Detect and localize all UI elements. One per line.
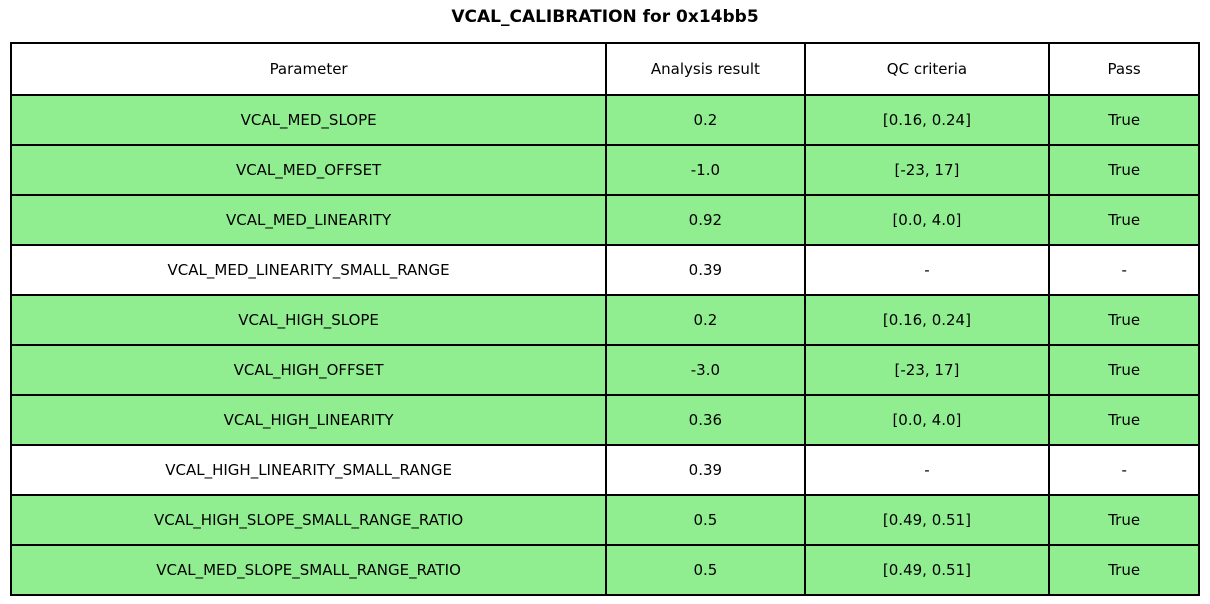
cell-qc-criteria: - — [803, 244, 1051, 296]
cell-analysis-result: 0.36 — [605, 394, 806, 446]
cell-parameter: VCAL_HIGH_SLOPE — [9, 294, 608, 346]
cell-qc-criteria: [0.0, 4.0] — [803, 394, 1051, 446]
cell-pass: True — [1048, 344, 1200, 396]
cell-pass: True — [1048, 544, 1200, 596]
cell-parameter: VCAL_HIGH_OFFSET — [9, 344, 608, 396]
table-row: VCAL_HIGH_OFFSET -3.0 [-23, 17] True — [9, 344, 1200, 396]
header-cell-analysis-result: Analysis result — [605, 42, 806, 96]
cell-pass: True — [1048, 494, 1200, 546]
cell-parameter: VCAL_HIGH_LINEARITY_SMALL_RANGE — [9, 444, 608, 496]
cell-parameter: VCAL_MED_SLOPE_SMALL_RANGE_RATIO — [9, 544, 608, 596]
table-row: VCAL_HIGH_LINEARITY 0.36 [0.0, 4.0] True — [9, 394, 1200, 446]
cell-qc-criteria: [0.16, 0.24] — [803, 94, 1051, 146]
table-row: VCAL_HIGH_LINEARITY_SMALL_RANGE 0.39 - - — [9, 444, 1200, 496]
cell-qc-criteria: [0.49, 0.51] — [803, 494, 1051, 546]
cell-parameter: VCAL_HIGH_SLOPE_SMALL_RANGE_RATIO — [9, 494, 608, 546]
header-cell-parameter: Parameter — [9, 42, 608, 96]
cell-pass: - — [1048, 444, 1200, 496]
cell-pass: True — [1048, 144, 1200, 196]
cell-analysis-result: -1.0 — [605, 144, 806, 196]
cell-qc-criteria: - — [803, 444, 1051, 496]
cell-pass: True — [1048, 194, 1200, 246]
table-row: VCAL_MED_LINEARITY 0.92 [0.0, 4.0] True — [9, 194, 1200, 246]
cell-qc-criteria: [0.49, 0.51] — [803, 544, 1051, 596]
table-row: VCAL_MED_SLOPE_SMALL_RANGE_RATIO 0.5 [0.… — [9, 544, 1200, 596]
cell-parameter: VCAL_MED_LINEARITY_SMALL_RANGE — [9, 244, 608, 296]
cell-qc-criteria: [-23, 17] — [803, 144, 1051, 196]
cell-parameter: VCAL_MED_LINEARITY — [9, 194, 608, 246]
cell-analysis-result: 0.2 — [605, 94, 806, 146]
cell-analysis-result: -3.0 — [605, 344, 806, 396]
cell-analysis-result: 0.5 — [605, 544, 806, 596]
table-row: VCAL_MED_OFFSET -1.0 [-23, 17] True — [9, 144, 1200, 196]
cell-parameter: VCAL_MED_SLOPE — [9, 94, 608, 146]
cell-pass: True — [1048, 94, 1200, 146]
table-row: VCAL_HIGH_SLOPE_SMALL_RANGE_RATIO 0.5 [0… — [9, 494, 1200, 546]
cell-qc-criteria: [0.0, 4.0] — [803, 194, 1051, 246]
cell-pass: - — [1048, 244, 1200, 296]
cell-analysis-result: 0.5 — [605, 494, 806, 546]
cell-pass: True — [1048, 394, 1200, 446]
table-row: VCAL_HIGH_SLOPE 0.2 [0.16, 0.24] True — [9, 294, 1200, 346]
cell-pass: True — [1048, 294, 1200, 346]
cell-parameter: VCAL_MED_OFFSET — [9, 144, 608, 196]
qc-results-table: Parameter Analysis result QC criteria Pa… — [9, 42, 1200, 596]
page-title: VCAL_CALIBRATION for 0x14bb5 — [451, 7, 759, 27]
cell-qc-criteria: [-23, 17] — [803, 344, 1051, 396]
cell-qc-criteria: [0.16, 0.24] — [803, 294, 1051, 346]
cell-analysis-result: 0.39 — [605, 444, 806, 496]
header-cell-qc-criteria: QC criteria — [803, 42, 1051, 96]
cell-analysis-result: 0.92 — [605, 194, 806, 246]
table-header-row: Parameter Analysis result QC criteria Pa… — [9, 42, 1200, 96]
cell-parameter: VCAL_HIGH_LINEARITY — [9, 394, 608, 446]
cell-analysis-result: 0.2 — [605, 294, 806, 346]
table-row: VCAL_MED_SLOPE 0.2 [0.16, 0.24] True — [9, 94, 1200, 146]
table-row: VCAL_MED_LINEARITY_SMALL_RANGE 0.39 - - — [9, 244, 1200, 296]
header-cell-pass: Pass — [1048, 42, 1200, 96]
cell-analysis-result: 0.39 — [605, 244, 806, 296]
